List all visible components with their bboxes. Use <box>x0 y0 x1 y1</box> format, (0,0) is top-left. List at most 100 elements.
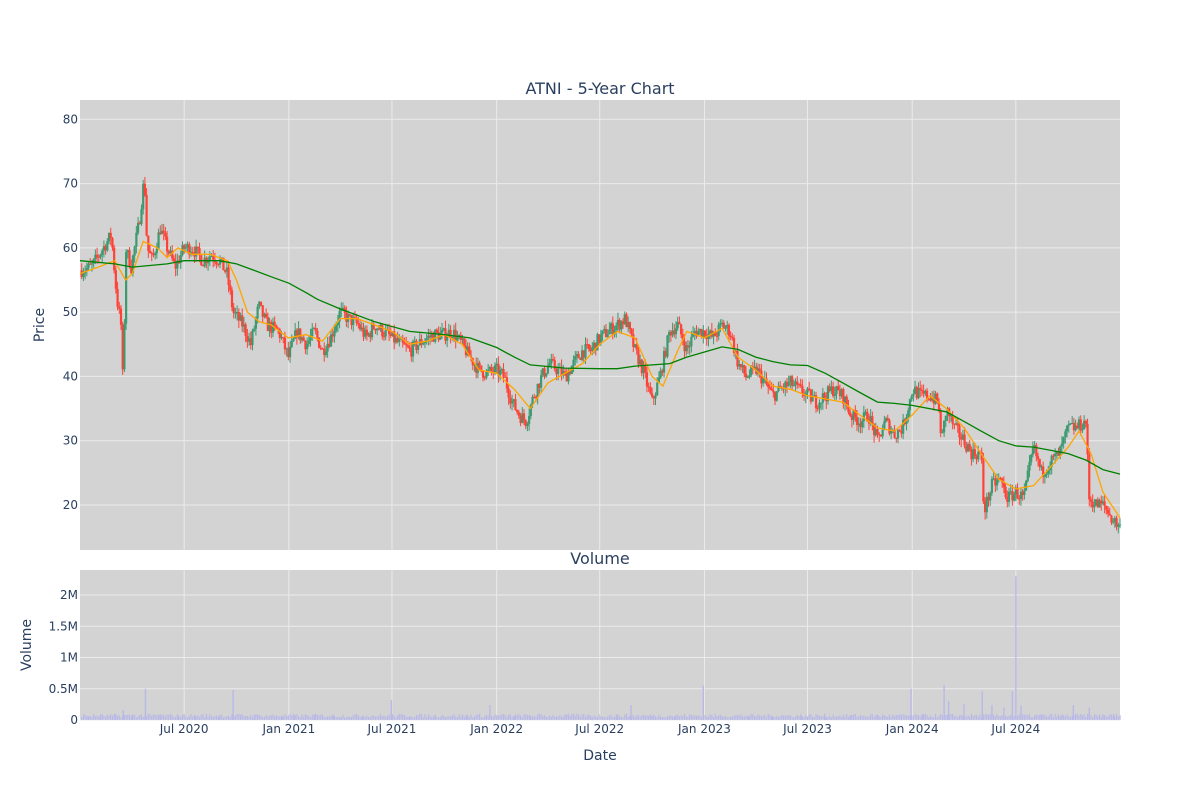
volume-bar <box>824 716 826 720</box>
volume-bars <box>81 576 1121 720</box>
volume-bar <box>583 714 585 720</box>
candle-body-down <box>381 324 384 337</box>
volume-bar <box>297 716 300 720</box>
volume-bar <box>899 714 901 720</box>
candle-body-down <box>1108 513 1111 516</box>
candle-body-down <box>348 314 351 316</box>
volume-bar <box>1090 715 1092 720</box>
volume-bar <box>357 715 359 720</box>
volume-bar <box>497 715 499 720</box>
price-y-tick-label: 30 <box>63 434 78 448</box>
candle-body-up <box>253 328 256 331</box>
candle-body-down <box>1076 425 1079 429</box>
candle-body-down <box>377 328 380 330</box>
volume-bar <box>1004 715 1007 720</box>
candle-body-down <box>1036 456 1040 460</box>
candle-body-up <box>910 396 913 400</box>
candle-body-up <box>1064 431 1067 438</box>
candle-body-up <box>394 337 398 343</box>
volume-bar <box>284 714 286 720</box>
candle-body-down <box>369 333 372 338</box>
candle-body-up <box>1031 447 1035 455</box>
candle-body-down <box>481 371 485 378</box>
candle-body-down <box>1042 466 1045 477</box>
candle-body-down <box>109 232 112 239</box>
volume-bar <box>683 714 686 720</box>
volume-bar <box>352 715 354 720</box>
candle-body-up <box>1098 500 1101 508</box>
volume-bar <box>977 716 979 720</box>
volume-bar <box>1020 705 1022 720</box>
candle-body-down <box>1079 419 1082 431</box>
volume-bar <box>731 716 733 720</box>
candle-body-down <box>579 358 582 360</box>
volume-bar <box>846 713 848 720</box>
volume-bar <box>549 715 551 720</box>
candle-body-down <box>1038 459 1041 468</box>
volume-bar <box>379 714 382 720</box>
volume-bar <box>540 713 542 720</box>
volume-bar <box>579 716 581 720</box>
volume-bar <box>436 717 438 720</box>
candle-body-up <box>685 345 688 352</box>
volume-bar <box>509 714 511 720</box>
candle-body-down <box>939 410 942 434</box>
volume-bar <box>895 715 897 720</box>
candle-body-up <box>225 267 228 272</box>
candle-body-down <box>201 265 205 267</box>
volume-bar <box>738 715 740 720</box>
candle-body-down <box>1110 515 1113 523</box>
volume-bar <box>105 716 107 720</box>
candle-body-up <box>280 337 283 339</box>
volume-bar <box>639 716 641 720</box>
volume-bar <box>163 714 165 720</box>
volume-bar <box>303 716 305 720</box>
candle-body-down <box>1088 454 1091 500</box>
candle-body-up <box>292 338 295 342</box>
volume-bar <box>186 717 189 720</box>
volume-bar <box>953 716 955 720</box>
candle-body-up <box>748 375 751 378</box>
candle-body-up <box>493 365 497 373</box>
volume-bar <box>866 716 868 720</box>
candle-body-down <box>405 344 408 346</box>
candle-body-down <box>1096 499 1099 508</box>
candle-body-up <box>1043 474 1046 477</box>
candle-body-up <box>620 321 623 330</box>
volume-bar <box>658 714 660 720</box>
volume-bar <box>808 714 810 720</box>
candle-body-down <box>353 317 357 319</box>
volume-bar <box>950 714 952 720</box>
candle-body-down <box>230 290 234 308</box>
volume-bar <box>784 715 786 720</box>
candle-body-down <box>1006 496 1009 502</box>
candle-body-down <box>241 315 244 327</box>
candle-body-up <box>591 346 594 352</box>
candle-body-up <box>536 383 539 398</box>
candle-body-up <box>186 244 189 248</box>
candle-body-up <box>335 325 338 331</box>
candle-body-down <box>382 336 386 338</box>
candle-body-up <box>606 334 609 337</box>
candle-body-up <box>242 324 246 327</box>
candle-body-down <box>919 388 922 390</box>
volume-bar <box>434 715 436 720</box>
volume-bar <box>910 688 912 720</box>
volume-bar <box>912 715 914 720</box>
volume-bar <box>719 714 721 720</box>
candle-body-down <box>915 386 918 399</box>
volume-bar <box>538 714 540 720</box>
candle-body-down <box>678 322 681 325</box>
volume-bar <box>724 715 727 720</box>
volume-bar <box>593 715 595 720</box>
candle-body-down <box>437 332 440 340</box>
volume-bar <box>449 716 452 720</box>
volume-bar <box>789 715 792 720</box>
volume-bar <box>251 717 254 720</box>
candle-body-up <box>902 419 905 434</box>
volume-bar <box>227 715 230 720</box>
volume-bar <box>431 717 433 720</box>
volume-bar <box>453 714 455 720</box>
candle-body-up <box>1093 505 1096 508</box>
candle-body-down <box>345 312 348 322</box>
